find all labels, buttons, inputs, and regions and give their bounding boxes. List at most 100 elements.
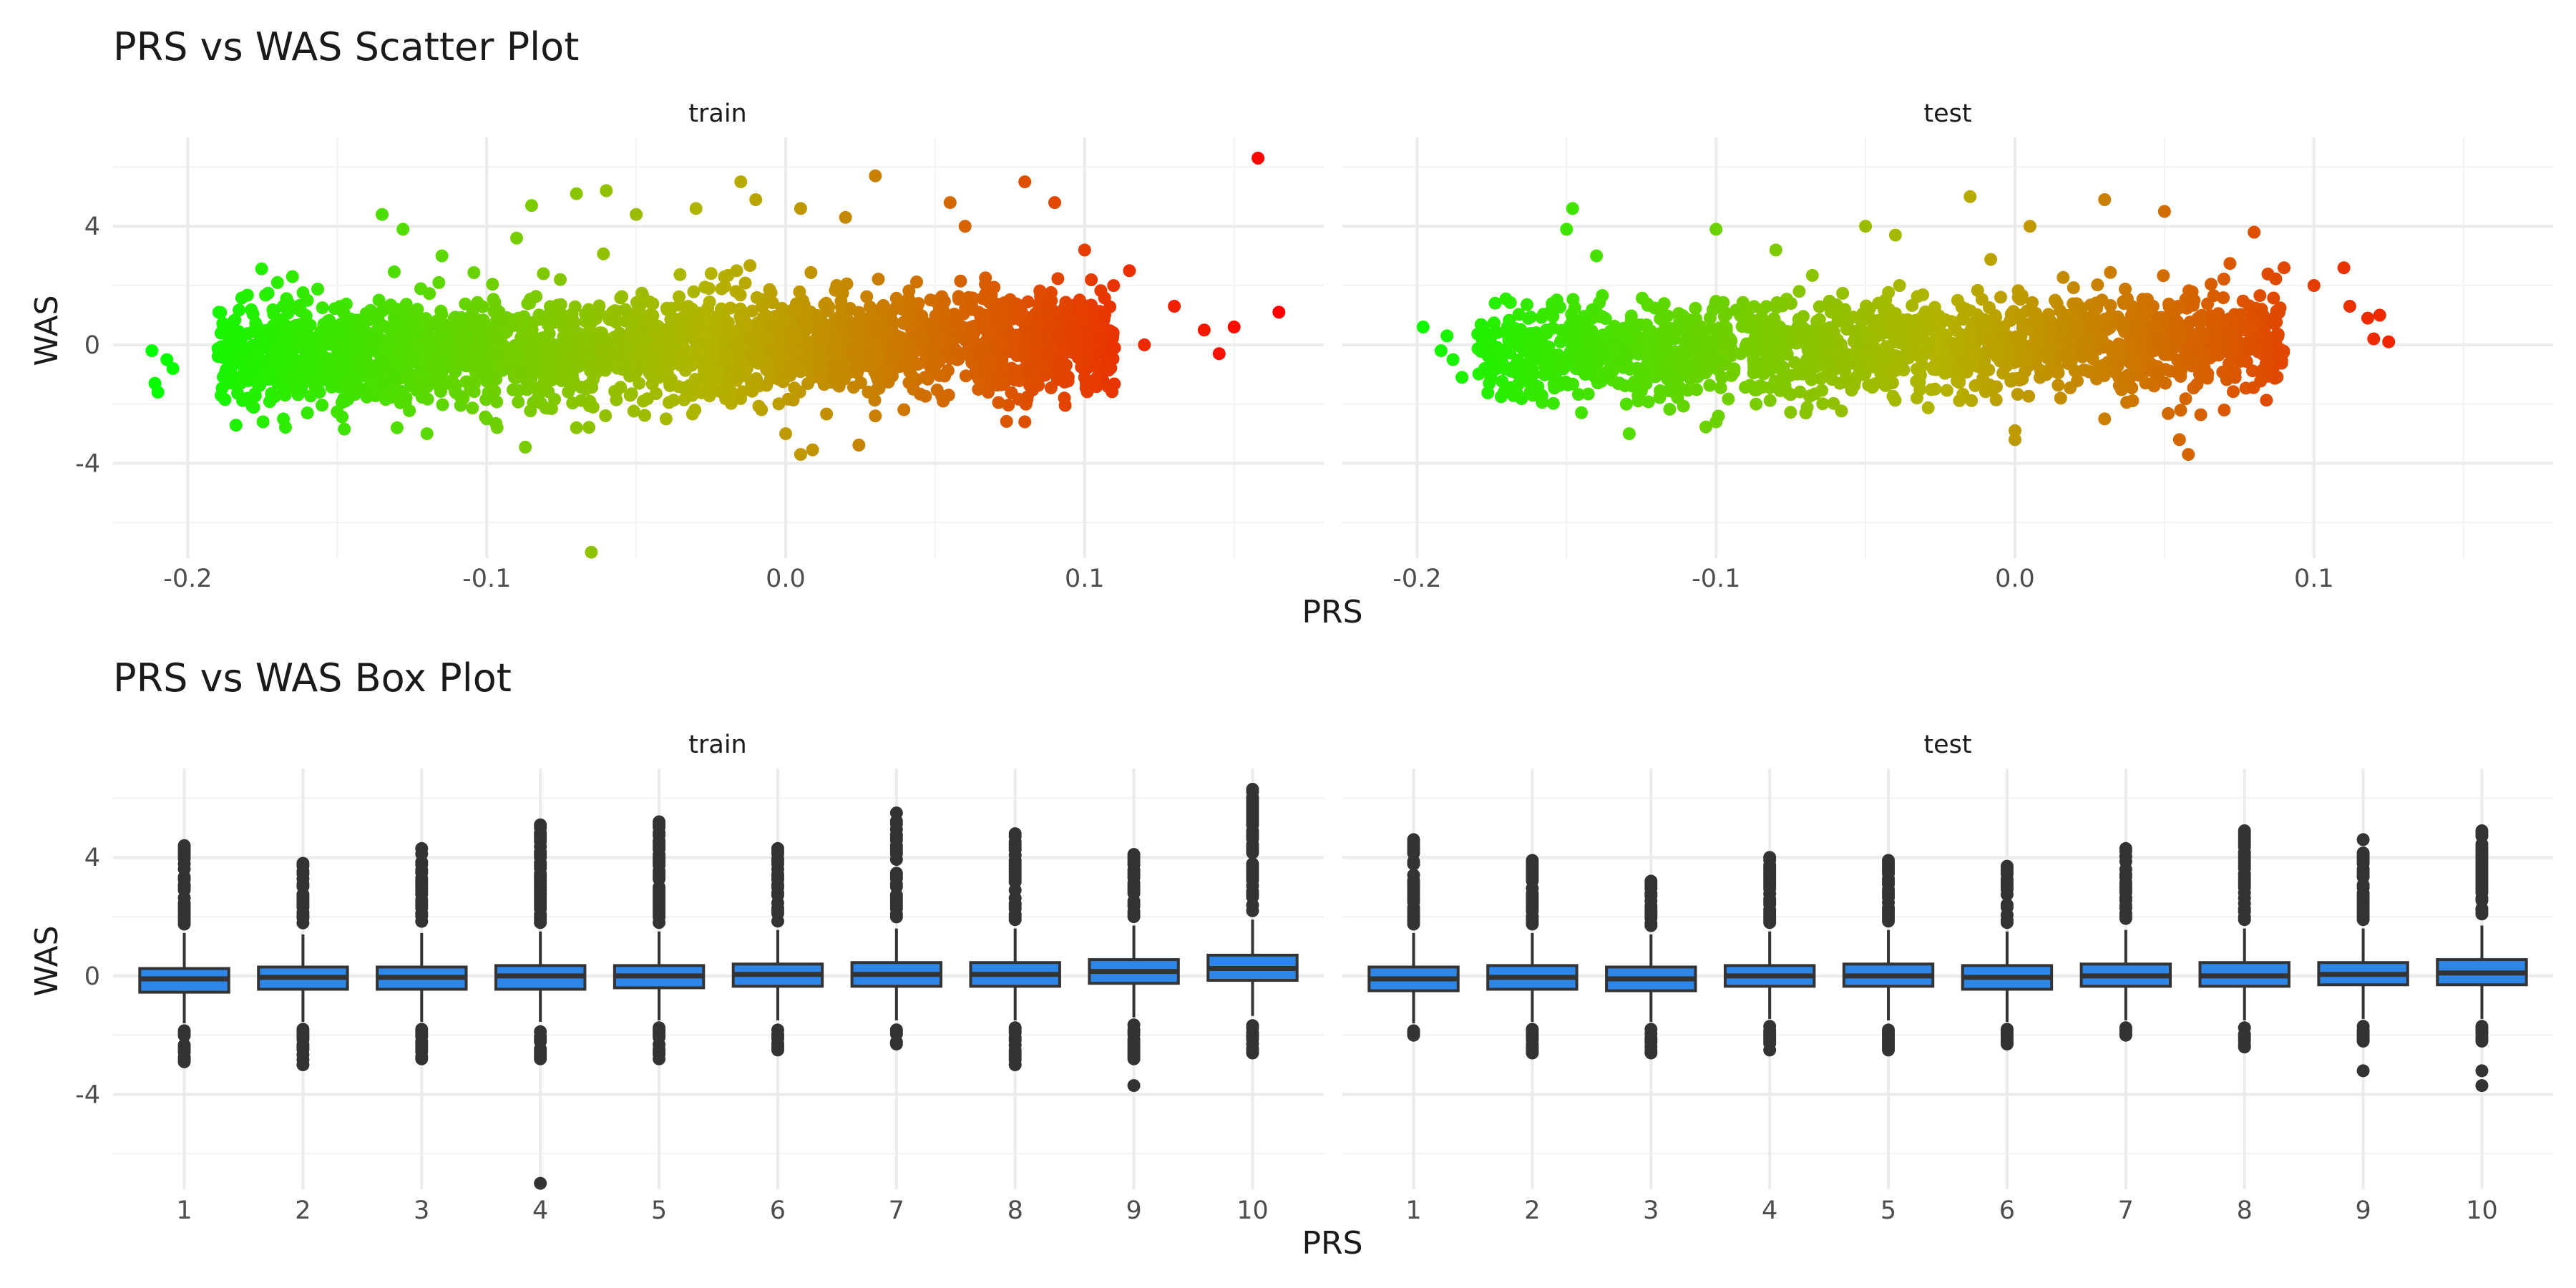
scatter-point	[1025, 368, 1038, 381]
scatter-point	[1590, 249, 1604, 263]
scatter-point	[831, 367, 844, 381]
scatter-point	[1872, 320, 1885, 333]
box-3	[376, 841, 468, 1065]
scatter-point	[965, 321, 977, 334]
scatter-point	[2125, 345, 2139, 358]
scatter-point	[943, 196, 957, 210]
scatter-point	[2219, 336, 2233, 350]
scatter-point	[2182, 448, 2195, 462]
scatter-point	[1815, 384, 1829, 397]
scatter-point	[689, 202, 703, 215]
outlier-point	[1127, 1079, 1141, 1093]
scatter-point	[703, 296, 716, 308]
scatter-point	[2179, 392, 2192, 406]
scatter-point	[1499, 292, 1513, 306]
scatter-point	[868, 394, 882, 407]
scatter-point	[1855, 368, 1868, 381]
scatter-point	[1724, 334, 1738, 348]
scatter-point	[414, 282, 427, 296]
scatter-point	[2266, 312, 2280, 326]
scatter-point	[399, 298, 413, 311]
outlier-point	[771, 841, 784, 855]
scatter-point	[2009, 424, 2021, 437]
scatter-point	[2022, 389, 2036, 403]
scatter-point	[1984, 253, 1998, 266]
scatter-point	[1560, 223, 1574, 236]
scatter-point	[1773, 326, 1787, 339]
scatter-point	[2268, 371, 2282, 385]
scatter-point	[1709, 295, 1723, 308]
scatter-point	[1010, 364, 1024, 378]
scatter-point	[1536, 396, 1549, 409]
scatter-y-ticks: -404	[75, 213, 100, 478]
scatter-point	[600, 184, 613, 197]
scatter-point	[2094, 359, 2108, 373]
scatter-point	[2367, 332, 2381, 346]
scatter-point	[1888, 228, 1902, 242]
scatter-point	[326, 329, 340, 343]
scatter-point	[1932, 343, 1946, 357]
scatter-point	[872, 273, 885, 286]
scatter-point	[766, 296, 779, 310]
scatter-point	[772, 397, 786, 411]
scatter-point	[1652, 351, 1666, 365]
scatter-point	[645, 377, 659, 391]
scatter-point	[625, 317, 638, 331]
scatter-point	[632, 301, 645, 315]
scatter-point	[524, 404, 537, 418]
outlier-point	[1246, 783, 1259, 796]
scatter-point	[1550, 293, 1563, 307]
box-grid	[113, 769, 2553, 1189]
scatter-point	[416, 369, 430, 382]
scatter-point	[2248, 342, 2260, 356]
scatter-point	[2034, 364, 2047, 377]
scatter-point	[2172, 433, 2186, 447]
scatter-point	[779, 427, 792, 441]
outlier-point	[889, 806, 903, 820]
scatter-point	[2277, 346, 2290, 359]
scatter-point	[627, 404, 640, 418]
outlier-point	[177, 839, 191, 852]
x-tick-label: 0.1	[1065, 565, 1105, 593]
scatter-point	[2186, 298, 2200, 312]
scatter-point	[2186, 328, 2200, 341]
scatter-point	[1985, 384, 1999, 397]
scatter-point	[1089, 358, 1103, 372]
scatter-point	[280, 292, 293, 306]
scatter-point	[1805, 373, 1818, 386]
scatter-point	[545, 374, 559, 386]
scatter-point	[1005, 386, 1018, 400]
scatter-point	[2049, 354, 2062, 368]
scatter-point	[1882, 286, 1896, 299]
scatter-point	[887, 338, 901, 351]
box-strip-train: train	[688, 731, 746, 759]
scatter-point	[1747, 300, 1761, 313]
scatter-point	[1909, 326, 1923, 339]
scatter-point	[985, 361, 998, 374]
scatter-point	[646, 297, 660, 311]
scatter-point	[2009, 330, 2023, 343]
scatter-point	[1619, 379, 1631, 393]
scatter-point	[1058, 391, 1071, 405]
scatter-point	[2152, 341, 2165, 354]
scatter-point	[635, 286, 648, 300]
scatter-point	[2119, 283, 2132, 296]
scatter-point	[691, 356, 704, 369]
scatter-point	[1885, 376, 1899, 389]
scatter-point	[704, 267, 718, 280]
scatter-point	[599, 409, 613, 422]
scatter-point	[328, 302, 341, 316]
scatter-point	[1446, 353, 1460, 366]
scatter-point	[1662, 321, 1676, 335]
scatter-point	[421, 380, 434, 394]
scatter-point	[314, 366, 328, 379]
outlier-point	[296, 857, 310, 870]
scatter-point	[437, 329, 451, 343]
scatter-point	[929, 330, 942, 343]
box-1	[1367, 833, 1460, 1042]
scatter-point	[2217, 291, 2230, 305]
scatter-point	[1007, 300, 1020, 313]
scatter-point	[1511, 353, 1524, 367]
scatter-point	[987, 280, 1001, 294]
